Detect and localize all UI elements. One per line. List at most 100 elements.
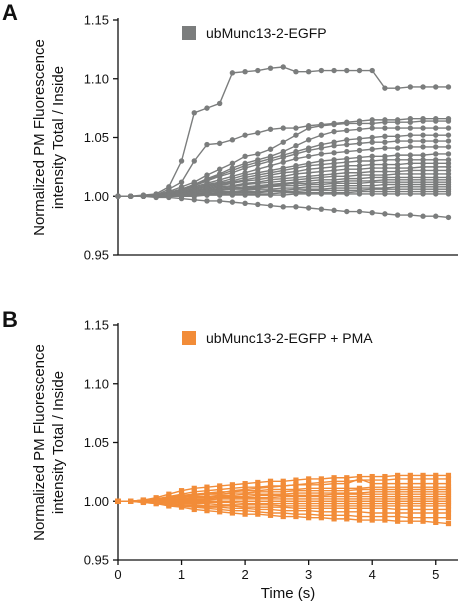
- data-point: [369, 481, 375, 487]
- data-point: [204, 192, 210, 198]
- data-point: [331, 207, 337, 214]
- data-point: [407, 125, 414, 131]
- data-point: [229, 70, 236, 76]
- data-point: [445, 138, 452, 144]
- data-point: [255, 485, 261, 491]
- series-22: [115, 193, 452, 221]
- data-point: [216, 192, 223, 198]
- data-point: [433, 213, 439, 219]
- data-point: [382, 510, 388, 516]
- data-point: [344, 141, 350, 148]
- data-point: [255, 161, 261, 168]
- data-point: [293, 69, 299, 75]
- data-point: [267, 158, 274, 164]
- data-point: [306, 481, 312, 487]
- data-point: [318, 151, 325, 157]
- data-point: [318, 515, 324, 521]
- data-point: [280, 154, 286, 161]
- y-axis-label: Normalized PM Fluorescence: [31, 344, 48, 541]
- data-point: [306, 508, 312, 514]
- data-point: [369, 510, 375, 516]
- data-point: [178, 488, 185, 494]
- data-point: [420, 213, 426, 219]
- data-point: [356, 513, 363, 520]
- data-point: [369, 134, 375, 141]
- x-tick-label: 1: [178, 567, 185, 582]
- y-tick-label: 1.15: [84, 318, 109, 333]
- data-point: [153, 501, 159, 507]
- data-point: [267, 512, 274, 518]
- data-point: [445, 481, 452, 487]
- data-point: [229, 482, 235, 488]
- data-point: [369, 120, 375, 127]
- data-point: [255, 192, 261, 198]
- data-point: [395, 513, 401, 520]
- data-point: [356, 517, 363, 523]
- legend-swatch: [182, 26, 196, 40]
- data-point: [420, 132, 426, 138]
- data-point: [407, 510, 413, 516]
- data-point: [433, 519, 439, 525]
- data-point: [433, 472, 439, 478]
- data-point: [293, 482, 299, 488]
- data-point: [140, 193, 147, 199]
- data-point: [407, 152, 414, 158]
- data-point: [293, 151, 299, 157]
- data-point: [369, 125, 375, 131]
- legend: ubMunc13-2-EGFP: [182, 25, 327, 41]
- data-point: [433, 138, 439, 144]
- data-point: [356, 208, 363, 215]
- data-point: [356, 135, 363, 142]
- data-point: [293, 125, 299, 131]
- data-point: [242, 200, 248, 206]
- legend-swatch: [182, 331, 196, 345]
- data-point: [216, 166, 223, 172]
- data-point: [369, 139, 375, 145]
- data-point: [306, 515, 312, 521]
- data-point: [395, 510, 401, 516]
- data-point: [318, 476, 324, 482]
- data-point: [305, 147, 312, 154]
- data-point: [445, 84, 452, 90]
- data-point: [382, 85, 388, 91]
- data-point: [191, 158, 197, 164]
- data-point: [433, 84, 439, 90]
- data-point: [395, 506, 401, 513]
- data-point: [255, 67, 261, 74]
- data-point: [280, 504, 286, 510]
- data-point: [445, 191, 452, 197]
- data-point: [394, 138, 401, 144]
- data-point: [394, 152, 401, 158]
- data-point: [318, 67, 325, 74]
- y-tick-label: 1.00: [84, 494, 109, 509]
- data-point: [178, 179, 185, 185]
- data-point: [242, 132, 248, 138]
- data-point: [267, 126, 274, 132]
- data-point: [394, 191, 401, 197]
- data-point: [382, 133, 388, 140]
- data-point: [344, 137, 350, 143]
- data-point: [433, 144, 439, 150]
- y-tick-label: 1.15: [84, 13, 109, 28]
- data-point: [267, 163, 274, 169]
- data-point: [267, 146, 274, 152]
- data-point: [407, 138, 414, 144]
- data-point: [420, 476, 426, 482]
- data-point: [115, 498, 121, 504]
- data-point: [382, 473, 388, 480]
- data-point: [242, 192, 248, 198]
- data-point: [356, 120, 363, 127]
- data-point: [242, 481, 248, 487]
- data-point: [382, 119, 388, 125]
- data-point: [394, 133, 401, 140]
- data-point: [331, 509, 337, 515]
- data-point: [395, 503, 401, 509]
- panel-letter: B: [2, 307, 18, 332]
- data-point: [318, 505, 324, 511]
- data-point: [407, 476, 413, 482]
- data-point: [344, 148, 350, 155]
- data-point: [407, 160, 414, 167]
- data-point: [394, 119, 401, 125]
- data-point: [255, 479, 261, 486]
- data-point: [280, 510, 286, 516]
